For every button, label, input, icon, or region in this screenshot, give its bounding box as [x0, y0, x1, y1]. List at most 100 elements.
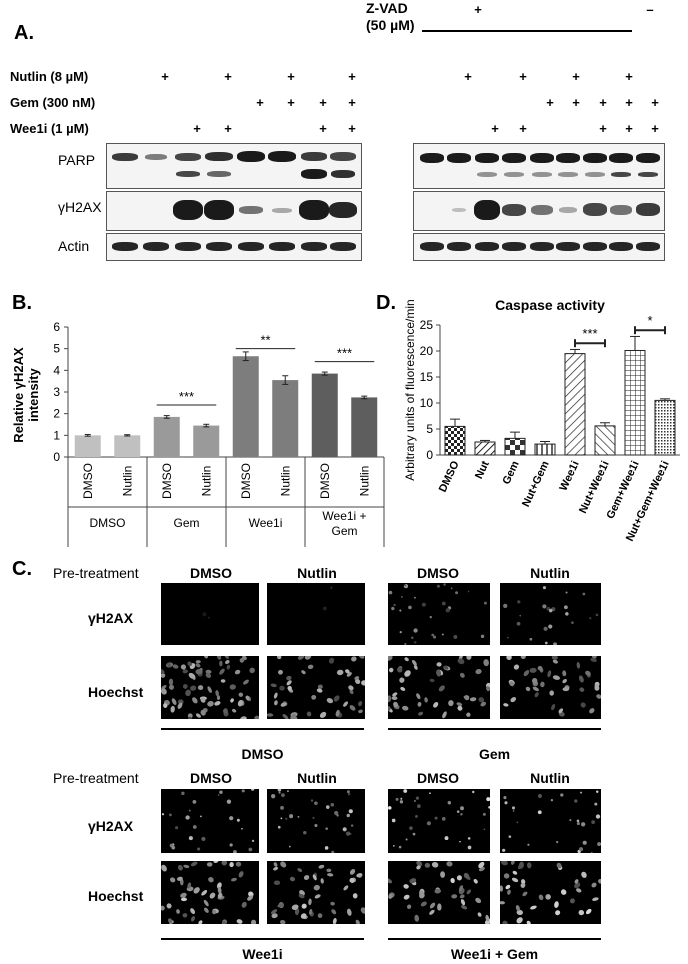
foci: [472, 790, 475, 794]
nucleus: [429, 909, 435, 915]
nucleus: [414, 914, 420, 922]
foci: [229, 816, 234, 821]
foci: [241, 789, 245, 793]
nucleus: [500, 861, 508, 866]
nucleus: [503, 873, 510, 879]
blot-band: [239, 206, 263, 214]
plus-right-r1-c6: +: [599, 95, 607, 110]
foci: [441, 817, 446, 821]
blot-band: [269, 242, 295, 251]
nucleus: [569, 898, 575, 904]
nucleus: [183, 864, 190, 869]
zvad-concentration: (50 µM): [366, 17, 415, 33]
nucleus: [517, 863, 524, 870]
nucleus: [424, 697, 428, 703]
d-ytick-label: 0: [426, 448, 433, 462]
foci: [271, 794, 276, 799]
foci: [188, 836, 193, 841]
nucleus: [197, 685, 204, 691]
d-ytick-label: 20: [420, 344, 434, 358]
nucleus: [240, 716, 247, 719]
foci: [504, 801, 508, 805]
foci: [537, 810, 542, 815]
c-group-line-wee1i: [161, 938, 364, 940]
nucleus: [166, 903, 172, 909]
nucleus: [328, 657, 335, 664]
foci: [161, 813, 165, 816]
foci: [192, 825, 197, 829]
nucleus: [466, 889, 472, 895]
foci: [436, 584, 440, 588]
foci: [556, 840, 559, 844]
panel-d-letter: D.: [376, 292, 396, 314]
nucleus: [429, 902, 436, 909]
nucleus: [336, 669, 344, 676]
nucleus: [510, 861, 515, 865]
blot-band: [331, 170, 355, 178]
nucleus: [392, 692, 398, 697]
nucleus: [349, 877, 355, 883]
microscopy-tile-r2-c2: [388, 789, 490, 853]
b-group-label: Wee1i +: [322, 509, 366, 523]
foci: [400, 797, 403, 800]
nucleus: [198, 920, 203, 924]
b-bar: [114, 435, 141, 457]
blot-band: [475, 242, 499, 251]
nucleus: [279, 685, 285, 691]
nucleus: [221, 861, 228, 866]
nucleus: [500, 901, 505, 905]
plus-left-r2-c7: +: [348, 121, 356, 136]
nucleus: [274, 700, 278, 706]
foci: [403, 583, 409, 589]
nucleus: [416, 861, 423, 867]
nucleus: [388, 695, 392, 703]
nucleus: [576, 888, 582, 893]
nucleus: [419, 892, 425, 899]
nucleus: [207, 700, 214, 707]
foci: [236, 818, 240, 822]
nucleus: [176, 876, 183, 881]
nucleus: [443, 665, 449, 670]
c-top-col-1: DMSO: [190, 565, 232, 581]
blot-band: [502, 204, 526, 216]
foci: [488, 806, 490, 809]
nucleus: [552, 675, 561, 680]
foci: [286, 790, 289, 793]
foci: [398, 845, 402, 849]
nucleus: [480, 701, 487, 707]
plus-left-r1-c7: +: [348, 95, 356, 110]
nucleus: [436, 669, 442, 677]
foci: [391, 606, 395, 611]
nucleus: [478, 861, 485, 869]
foci: [314, 801, 318, 806]
nucleus: [360, 907, 365, 914]
foci: [168, 813, 172, 817]
foci: [200, 815, 202, 818]
blot-band: [447, 153, 471, 163]
blot-band: [301, 152, 327, 161]
nucleus: [188, 672, 196, 679]
nucleus: [562, 687, 570, 692]
nucleus: [433, 702, 439, 708]
nucleus: [306, 711, 312, 717]
nucleus: [420, 901, 427, 907]
nucleus: [286, 680, 292, 686]
nucleus: [358, 656, 365, 659]
b-group-label: DMSO: [90, 516, 126, 530]
nucleus: [226, 664, 231, 670]
nucleus: [507, 889, 511, 895]
plus-right-r0-c5: +: [572, 69, 580, 84]
microscopy-tile-r0-c0: [161, 583, 259, 645]
nucleus: [301, 670, 306, 675]
nucleus: [273, 880, 281, 886]
foci: [278, 791, 281, 794]
nucleus: [170, 705, 175, 713]
foci: [569, 819, 572, 822]
b-category-label: DMSO: [318, 463, 332, 499]
b-category-label: DMSO: [81, 463, 95, 499]
foci: [285, 817, 288, 820]
blot-band: [330, 242, 356, 251]
b-category-label: Nutlin: [278, 466, 292, 497]
nucleus: [525, 686, 531, 692]
foci: [516, 821, 519, 824]
